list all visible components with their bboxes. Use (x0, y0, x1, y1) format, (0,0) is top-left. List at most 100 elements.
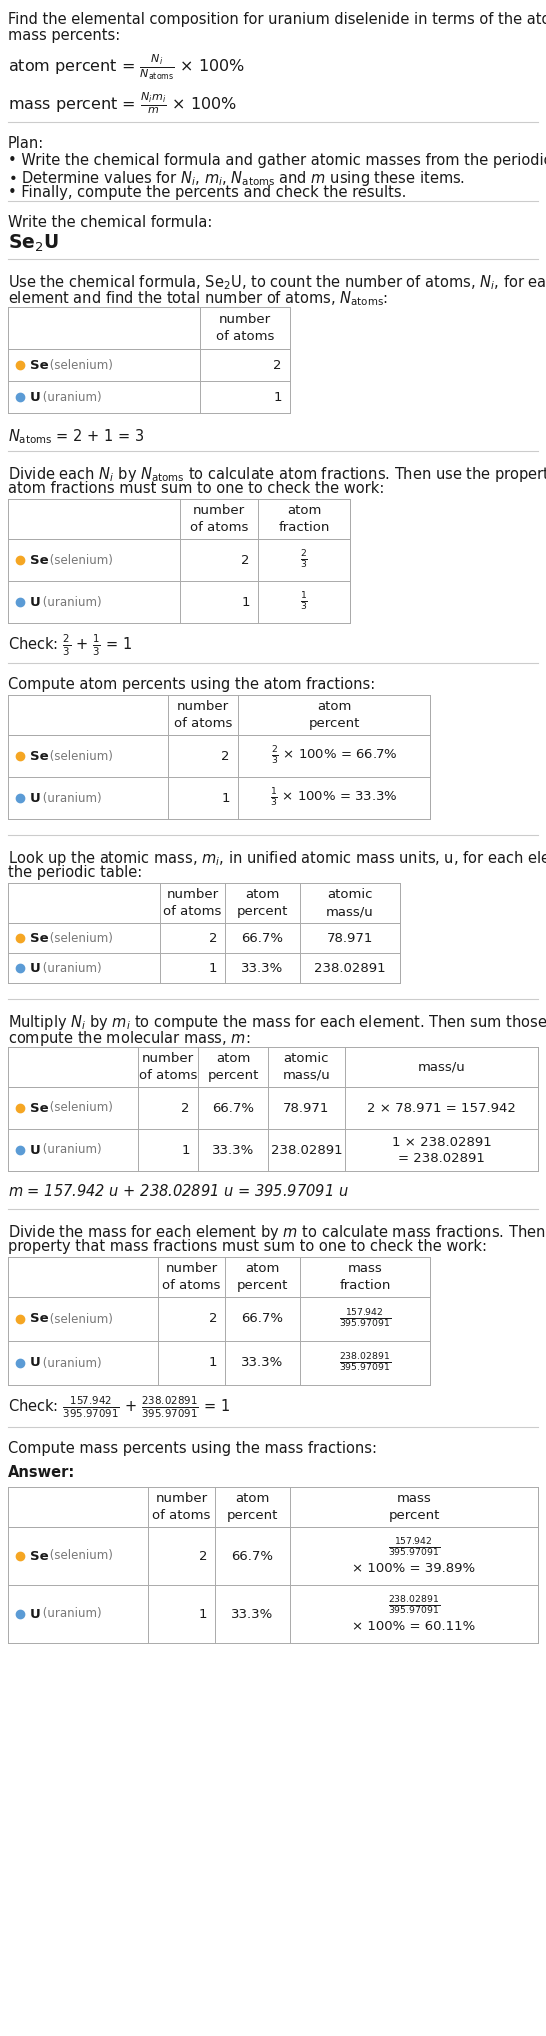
Text: number
of atoms: number of atoms (190, 505, 248, 533)
Text: mass
fraction: mass fraction (339, 1262, 391, 1293)
Text: $\frac{157.942}{395.97091}$: $\frac{157.942}{395.97091}$ (339, 1307, 391, 1330)
Text: $\frac{2}{3}$ × 100% = 66.7%: $\frac{2}{3}$ × 100% = 66.7% (271, 745, 397, 768)
Text: (selenium): (selenium) (46, 932, 112, 945)
Text: Compute mass percents using the mass fractions:: Compute mass percents using the mass fra… (8, 1441, 377, 1456)
Text: Answer:: Answer: (8, 1466, 75, 1480)
Text: Se$_2$U: Se$_2$U (8, 232, 59, 254)
Text: $\frac{2}{3}$: $\frac{2}{3}$ (300, 550, 308, 570)
Text: atom
percent: atom percent (308, 700, 360, 731)
Text: atomic
mass/u: atomic mass/u (283, 1053, 330, 1081)
Text: U: U (30, 792, 41, 804)
Text: atom fractions must sum to one to check the work:: atom fractions must sum to one to check … (8, 480, 384, 497)
Text: atom
percent: atom percent (237, 888, 288, 918)
Text: Divide the mass for each element by $m$ to calculate mass fractions. Then use th: Divide the mass for each element by $m$ … (8, 1224, 546, 1242)
Text: Se: Se (30, 358, 49, 371)
Text: element and find the total number of atoms, $N_\mathrm{atoms}$:: element and find the total number of ato… (8, 289, 388, 307)
Text: 66.7%: 66.7% (241, 932, 283, 945)
Text: $\frac{238.02891}{395.97091}$
× 100% = 60.11%: $\frac{238.02891}{395.97091}$ × 100% = 6… (352, 1594, 476, 1633)
Text: $\frac{1}{3}$: $\frac{1}{3}$ (300, 590, 308, 613)
Text: (uranium): (uranium) (39, 961, 102, 975)
Text: 66.7%: 66.7% (241, 1313, 283, 1325)
Text: 1: 1 (274, 391, 282, 403)
Text: U: U (30, 1356, 41, 1370)
Text: (selenium): (selenium) (46, 358, 112, 371)
Text: mass percents:: mass percents: (8, 29, 120, 43)
Text: 78.971: 78.971 (283, 1101, 330, 1114)
Text: Check: $\frac{2}{3}$ + $\frac{1}{3}$ = 1: Check: $\frac{2}{3}$ + $\frac{1}{3}$ = 1 (8, 633, 132, 658)
Text: Se: Se (30, 1313, 49, 1325)
Text: (selenium): (selenium) (46, 1549, 112, 1562)
Text: (selenium): (selenium) (46, 1101, 112, 1114)
Text: Se: Se (30, 554, 49, 566)
Text: Se: Se (30, 749, 49, 764)
Text: U: U (30, 961, 41, 975)
Text: U: U (30, 1608, 41, 1621)
Text: • Write the chemical formula and gather atomic masses from the periodic table.: • Write the chemical formula and gather … (8, 153, 546, 169)
Text: the periodic table:: the periodic table: (8, 865, 143, 880)
Text: 2: 2 (222, 749, 230, 764)
Text: atom
fraction: atom fraction (278, 505, 330, 533)
Text: 78.971: 78.971 (327, 932, 373, 945)
Text: Use the chemical formula, Se$_2$U, to count the number of atoms, $N_i$, for each: Use the chemical formula, Se$_2$U, to co… (8, 273, 546, 291)
Text: 33.3%: 33.3% (241, 961, 283, 975)
Text: Se: Se (30, 932, 49, 945)
Text: 1 × 238.02891
= 238.02891: 1 × 238.02891 = 238.02891 (391, 1136, 491, 1165)
Text: 66.7%: 66.7% (232, 1549, 274, 1562)
Text: (uranium): (uranium) (39, 595, 102, 609)
Text: Check: $\frac{157.942}{395.97091}$ + $\frac{238.02891}{395.97091}$ = 1: Check: $\frac{157.942}{395.97091}$ + $\f… (8, 1395, 230, 1421)
Text: number
of atoms: number of atoms (216, 314, 274, 342)
Text: Find the elemental composition for uranium diselenide in terms of the atom and: Find the elemental composition for urani… (8, 12, 546, 26)
Text: 1: 1 (181, 1144, 190, 1156)
Text: • Finally, compute the percents and check the results.: • Finally, compute the percents and chec… (8, 185, 406, 200)
Text: $\frac{157.942}{395.97091}$
× 100% = 39.89%: $\frac{157.942}{395.97091}$ × 100% = 39.… (352, 1537, 476, 1576)
Text: (selenium): (selenium) (46, 749, 112, 764)
Text: U: U (30, 391, 41, 403)
Text: compute the molecular mass, $m$:: compute the molecular mass, $m$: (8, 1028, 250, 1049)
Text: atom
percent: atom percent (227, 1492, 278, 1523)
Text: 238.02891: 238.02891 (314, 961, 386, 975)
Text: (uranium): (uranium) (39, 1356, 102, 1370)
Text: 66.7%: 66.7% (212, 1101, 254, 1114)
Text: $\frac{1}{3}$ × 100% = 33.3%: $\frac{1}{3}$ × 100% = 33.3% (270, 788, 398, 808)
Text: 1: 1 (199, 1608, 207, 1621)
Text: Plan:: Plan: (8, 136, 44, 151)
Text: 33.3%: 33.3% (232, 1608, 274, 1621)
Text: (uranium): (uranium) (39, 391, 102, 403)
Text: number
of atoms: number of atoms (163, 888, 222, 918)
Text: U: U (30, 1144, 41, 1156)
Text: atom
percent: atom percent (207, 1053, 259, 1081)
Text: property that mass fractions must sum to one to check the work:: property that mass fractions must sum to… (8, 1240, 487, 1254)
Text: number
of atoms: number of atoms (152, 1492, 211, 1523)
Text: $N_\mathrm{atoms}$ = 2 + 1 = 3: $N_\mathrm{atoms}$ = 2 + 1 = 3 (8, 428, 145, 446)
Text: Divide each $N_i$ by $N_\mathrm{atoms}$ to calculate atom fractions. Then use th: Divide each $N_i$ by $N_\mathrm{atoms}$ … (8, 464, 546, 485)
Text: Look up the atomic mass, $m_i$, in unified atomic mass units, u, for each elemen: Look up the atomic mass, $m_i$, in unifi… (8, 849, 546, 867)
Text: number
of atoms: number of atoms (174, 700, 232, 731)
Text: 2: 2 (209, 1313, 217, 1325)
Text: Se: Se (30, 1549, 49, 1562)
Text: mass
percent: mass percent (388, 1492, 440, 1523)
Text: 1: 1 (209, 961, 217, 975)
Text: 2: 2 (274, 358, 282, 371)
Text: 2 × 78.971 = 157.942: 2 × 78.971 = 157.942 (367, 1101, 516, 1114)
Text: 2: 2 (209, 932, 217, 945)
Text: mass/u: mass/u (418, 1061, 465, 1073)
Text: Compute atom percents using the atom fractions:: Compute atom percents using the atom fra… (8, 678, 375, 692)
Text: 238.02891: 238.02891 (271, 1144, 342, 1156)
Text: (selenium): (selenium) (46, 1313, 112, 1325)
Text: U: U (30, 595, 41, 609)
Text: 1: 1 (241, 595, 250, 609)
Text: atom percent = $\frac{N_i}{N_\mathrm{atoms}}$ × 100%: atom percent = $\frac{N_i}{N_\mathrm{ato… (8, 53, 245, 81)
Text: 1: 1 (222, 792, 230, 804)
Text: 33.3%: 33.3% (241, 1356, 283, 1370)
Text: $m$ = 157.942 u + 238.02891 u = 395.97091 u: $m$ = 157.942 u + 238.02891 u = 395.9709… (8, 1183, 349, 1199)
Text: 1: 1 (209, 1356, 217, 1370)
Text: 2: 2 (199, 1549, 207, 1562)
Text: (uranium): (uranium) (39, 1608, 102, 1621)
Text: Multiply $N_i$ by $m_i$ to compute the mass for each element. Then sum those val: Multiply $N_i$ by $m_i$ to compute the m… (8, 1014, 546, 1032)
Text: (uranium): (uranium) (39, 1144, 102, 1156)
Text: Se: Se (30, 1101, 49, 1114)
Text: atomic
mass/u: atomic mass/u (326, 888, 374, 918)
Text: 2: 2 (181, 1101, 190, 1114)
Text: (selenium): (selenium) (46, 554, 112, 566)
Text: Write the chemical formula:: Write the chemical formula: (8, 216, 212, 230)
